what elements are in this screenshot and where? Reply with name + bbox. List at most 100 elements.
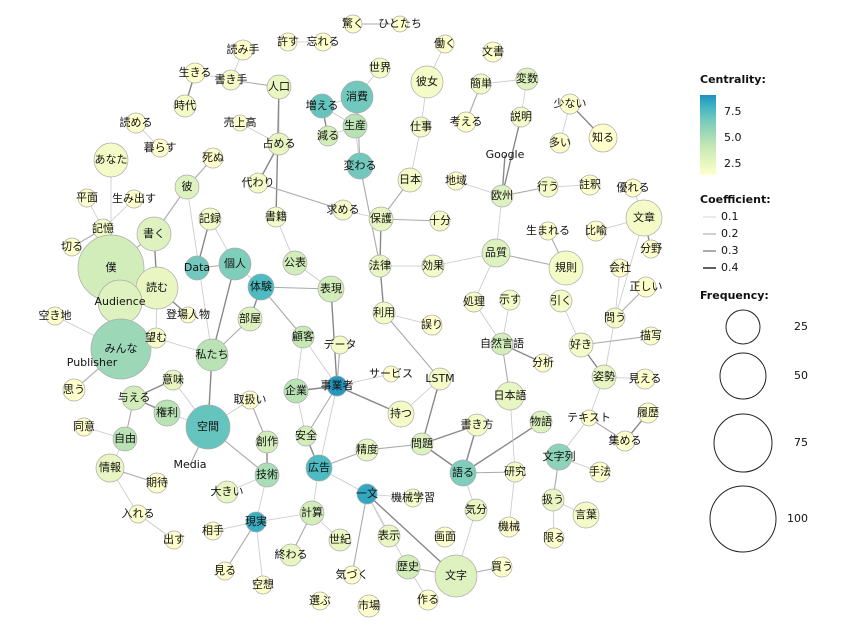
node-label: 記憶 [92, 221, 114, 235]
node [355, 438, 379, 462]
node-label: 限る [543, 531, 565, 544]
legend-label: 25 [794, 320, 808, 333]
node [266, 74, 292, 100]
node [446, 171, 466, 191]
node [93, 142, 129, 178]
node [498, 516, 520, 538]
node-label: 優れる [617, 181, 650, 194]
node [253, 575, 273, 595]
node-label: 示す [499, 293, 521, 306]
node-label: 地域 [445, 174, 467, 187]
node [310, 591, 330, 611]
node-label: 書籍 [265, 209, 287, 223]
node-label: 知る [592, 130, 614, 144]
node-label: 仕事 [410, 120, 432, 133]
node-label: 多い [549, 135, 571, 149]
node-label: 意味 [162, 372, 184, 386]
node [464, 498, 488, 522]
node [510, 106, 532, 128]
node-label: 安全 [295, 428, 317, 442]
node [482, 41, 504, 63]
legend-label: 100 [787, 512, 808, 525]
node-label: 機械学習 [391, 490, 435, 504]
node-label: 文字 [445, 568, 467, 582]
node-label: Media [173, 458, 206, 471]
node [538, 221, 558, 241]
node-label: 切る [61, 240, 83, 253]
node [377, 524, 401, 548]
node-label: 空間 [197, 419, 219, 433]
node-label: 売上高 [224, 115, 257, 129]
node-label: Publisher [67, 356, 118, 369]
node-label: 顧客 [292, 329, 314, 343]
node-label: 正しい [630, 280, 663, 293]
node [410, 116, 432, 138]
legend-circle [719, 352, 767, 400]
node [545, 443, 573, 471]
node [346, 152, 374, 180]
node-label: 生まれる [526, 223, 570, 237]
node [572, 501, 600, 529]
node-label: 少ない [554, 97, 587, 110]
node-label: 問う [604, 311, 626, 324]
node [255, 430, 279, 454]
node [634, 368, 656, 390]
node-label: 許す [277, 35, 299, 48]
node [481, 238, 511, 268]
node-label: 考える [450, 115, 483, 128]
node-label: 彼女 [416, 74, 438, 88]
node-label: 好き [570, 337, 592, 351]
node [330, 335, 350, 355]
node [240, 390, 260, 410]
node-label: 語る [452, 465, 474, 479]
node-label: 問題 [411, 437, 433, 450]
node-label: 利用 [373, 306, 395, 319]
edge [318, 385, 338, 469]
node-label: LSTM [425, 372, 454, 385]
node [313, 32, 333, 52]
node-label: 読み手 [227, 42, 260, 56]
node-label: 機械 [498, 519, 520, 533]
node [173, 94, 197, 118]
legend: Centrality: Coefficient: Frequency: 7.5 5… [700, 73, 808, 553]
node-label: 気分 [465, 502, 487, 516]
node [245, 511, 267, 533]
node [529, 410, 553, 434]
node-label: 表現 [320, 281, 342, 295]
node-label: 空き地 [39, 308, 72, 322]
node [591, 364, 617, 390]
node [279, 543, 303, 567]
node-label: 日本語 [494, 388, 527, 402]
node-label: 減る [317, 128, 339, 142]
node-label: 権利 [156, 405, 178, 419]
node-label: Google [486, 148, 525, 161]
node-label: 忘れる [307, 34, 340, 48]
legend-title: Coefficient: [700, 193, 771, 206]
node [283, 378, 309, 404]
node-label: 働く [434, 37, 456, 50]
edge [257, 182, 344, 211]
node [90, 318, 152, 380]
node-label: 取扱い [234, 392, 267, 406]
node [198, 207, 222, 231]
node-label: 引く [550, 293, 572, 307]
node [434, 554, 478, 598]
node [490, 184, 514, 208]
legend-label: 0.3 [721, 244, 739, 257]
node-label: 分野 [640, 242, 662, 255]
node [343, 14, 363, 34]
node-label: 処理 [463, 295, 485, 308]
legend-label: 75 [794, 436, 808, 449]
node [548, 250, 584, 286]
node-label: 体験 [250, 279, 272, 293]
node-label: 個人 [224, 257, 246, 270]
node-label: 見る [214, 564, 236, 577]
node-label: 日本 [399, 172, 421, 186]
node [395, 554, 421, 580]
node [434, 526, 456, 548]
node-label: 求める [327, 203, 360, 216]
node-label: 暮らす [144, 140, 177, 154]
node-label: 終わる [275, 547, 308, 561]
node-label: 姿勢 [593, 369, 615, 383]
